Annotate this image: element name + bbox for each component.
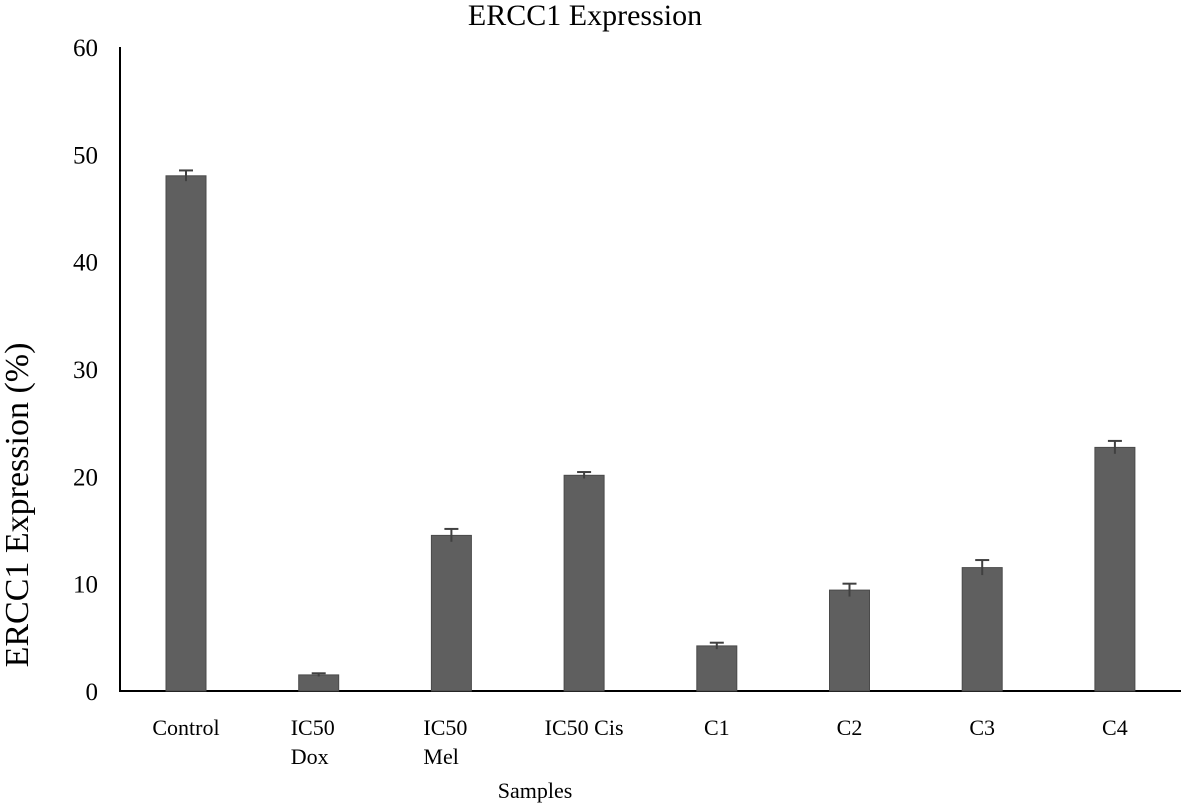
y-tick-label: 20	[73, 464, 98, 491]
y-tick-label: 40	[73, 250, 98, 277]
y-tick-label: 60	[73, 35, 98, 62]
error-bar	[842, 582, 857, 597]
x-tick-label: IC50 Mel	[423, 715, 467, 769]
error-bar	[709, 641, 724, 650]
error-bars-group	[179, 169, 1122, 677]
x-axis-label: Samples	[498, 778, 573, 803]
y-tick-label: 0	[86, 679, 99, 706]
y-tick-label: 50	[73, 142, 98, 169]
y-axis-label: ERCC1 Expression (%)	[0, 343, 36, 668]
error-bar	[1107, 439, 1122, 454]
x-tick-label: C2	[837, 715, 863, 740]
y-tick-label: 10	[73, 572, 98, 599]
error-bar	[577, 471, 592, 479]
x-axis-tick-labels: Control IC50 Dox IC50 Mel IC50 Cis C1 C2 C3 C4	[152, 715, 1127, 769]
bar	[961, 567, 1003, 692]
bar	[1094, 446, 1136, 692]
bars-group	[165, 175, 1136, 692]
x-tick-label: C3	[969, 715, 995, 740]
y-tick-label: 30	[73, 357, 98, 384]
chart-title: ERCC1 Expression	[468, 0, 702, 32]
bar	[829, 589, 870, 692]
bar	[298, 674, 340, 692]
error-bar	[311, 672, 326, 677]
x-tick-label: C4	[1102, 715, 1128, 740]
bar	[165, 175, 207, 692]
x-tick-label: C1	[704, 715, 730, 740]
bar	[563, 474, 605, 692]
y-axis-ticks: 0 10 20 30 40 50 60	[73, 35, 98, 706]
x-tick-label: Control	[152, 715, 219, 740]
error-bar	[975, 559, 990, 576]
x-tick-label: IC50 Cis	[545, 715, 624, 740]
x-tick-label: IC50 Dox	[291, 715, 335, 769]
error-bar	[179, 169, 193, 182]
error-bar	[444, 527, 459, 542]
bar	[696, 645, 738, 692]
bar	[430, 534, 472, 692]
